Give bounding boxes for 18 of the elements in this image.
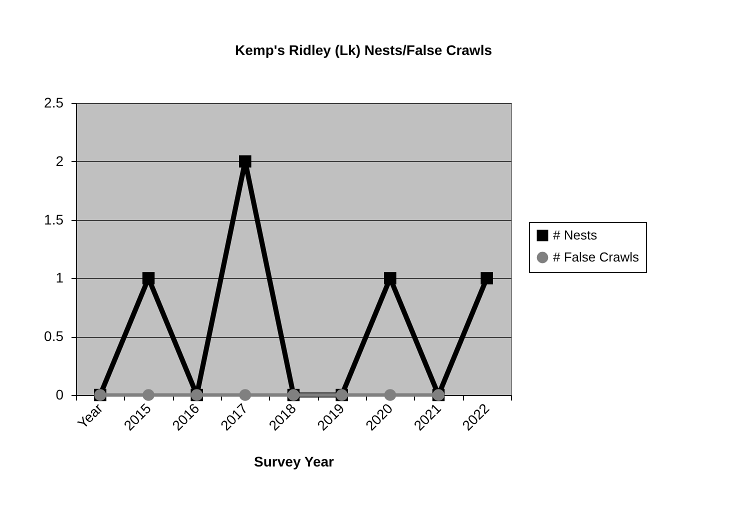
- y-tick-label: 1: [56, 270, 64, 286]
- point: [384, 389, 396, 401]
- legend-label: # Nests: [553, 228, 598, 242]
- y-tick-label: 0.5: [44, 328, 64, 344]
- point: [142, 272, 155, 284]
- legend-label: # False Crawls: [553, 250, 640, 264]
- y-tick-label: 2.5: [44, 94, 64, 110]
- y-tick-label: 1.5: [44, 211, 64, 228]
- point: [142, 389, 154, 401]
- point: [480, 272, 493, 284]
- y-tick-label: 2: [56, 152, 64, 169]
- x-tick-label: Year: [74, 400, 106, 432]
- point: [384, 272, 396, 284]
- x-axis-title: Survey Year: [254, 453, 335, 470]
- point: [239, 155, 252, 168]
- point: [239, 389, 252, 401]
- y-tick-label: 0: [56, 386, 64, 402]
- chart-title: Kemp's Ridley (Lk) Nests/False Crawls: [235, 42, 492, 58]
